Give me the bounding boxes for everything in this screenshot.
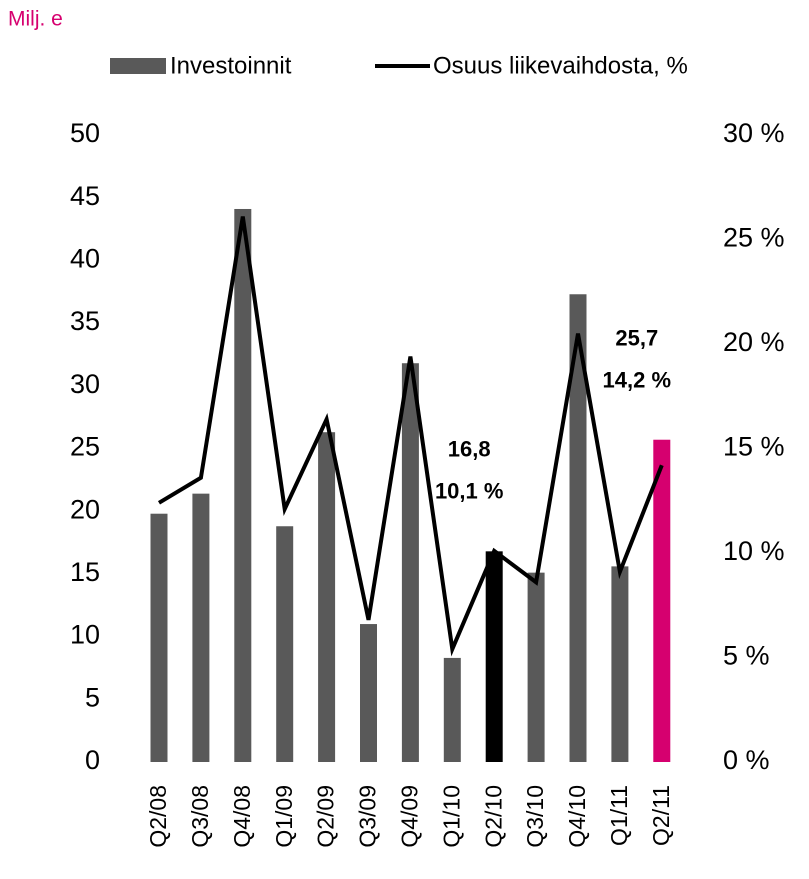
bar bbox=[276, 526, 294, 762]
y2-tick-label: 10 % bbox=[723, 536, 785, 566]
bar bbox=[443, 657, 461, 762]
bar bbox=[150, 513, 168, 762]
bar bbox=[318, 432, 336, 762]
y-tick-label: 35 bbox=[70, 306, 100, 336]
x-tick-label: Q2/09 bbox=[313, 785, 339, 848]
bar bbox=[527, 572, 545, 762]
y-tick-label: 15 bbox=[70, 557, 100, 587]
legend-swatch bbox=[110, 58, 166, 74]
y-tick-label: 50 bbox=[70, 118, 100, 148]
data-label: 14,2 % bbox=[603, 368, 672, 393]
legend-label: Osuus liikevaihdosta, % bbox=[433, 52, 688, 79]
bar bbox=[234, 208, 252, 763]
y-tick-label: 45 bbox=[70, 181, 100, 211]
y2-tick-label: 30 % bbox=[723, 118, 785, 148]
unit-label: Milj. e bbox=[8, 8, 63, 31]
x-tick-label: Q3/09 bbox=[355, 785, 381, 848]
x-tick-label: Q4/10 bbox=[564, 785, 590, 848]
y2-tick-label: 0 % bbox=[723, 745, 770, 775]
x-tick-label: Q2/08 bbox=[145, 785, 171, 848]
data-label: 25,7 bbox=[615, 326, 658, 351]
x-tick-label: Q3/08 bbox=[187, 785, 213, 848]
legend-label: Investoinnit bbox=[170, 52, 292, 79]
data-label: 16,8 bbox=[448, 437, 491, 462]
y-tick-label: 5 bbox=[85, 682, 100, 712]
line bbox=[157, 216, 664, 657]
x-tick-label: Q2/11 bbox=[648, 785, 674, 846]
y-tick-label: 20 bbox=[70, 494, 100, 524]
y2-tick-label: 25 % bbox=[723, 223, 785, 253]
x-tick-label: Q1/10 bbox=[438, 785, 464, 848]
bar bbox=[360, 624, 377, 762]
data-label: 10,1 % bbox=[435, 479, 504, 504]
y-tick-label: 0 bbox=[85, 745, 100, 775]
x-tick-label: Q1/09 bbox=[271, 785, 297, 848]
bar bbox=[401, 363, 419, 762]
bar bbox=[192, 493, 210, 762]
x-tick-label: Q2/10 bbox=[480, 785, 506, 848]
bar bbox=[611, 566, 629, 762]
y2-tick-label: 15 % bbox=[723, 432, 785, 462]
y-tick-label: 25 bbox=[70, 432, 100, 462]
y-tick-label: 40 bbox=[70, 244, 100, 274]
y2-tick-label: 5 % bbox=[723, 641, 770, 671]
bar bbox=[485, 551, 503, 762]
bar bbox=[653, 439, 671, 762]
y-tick-label: 10 bbox=[70, 620, 100, 650]
x-tick-label: Q3/10 bbox=[522, 785, 548, 848]
bar bbox=[569, 294, 587, 762]
y2-tick-label: 20 % bbox=[723, 327, 785, 357]
x-tick-label: Q4/09 bbox=[396, 785, 422, 848]
y-tick-label: 30 bbox=[70, 369, 100, 399]
x-tick-label: Q1/11 bbox=[606, 785, 632, 846]
x-tick-label: Q4/08 bbox=[229, 785, 255, 848]
